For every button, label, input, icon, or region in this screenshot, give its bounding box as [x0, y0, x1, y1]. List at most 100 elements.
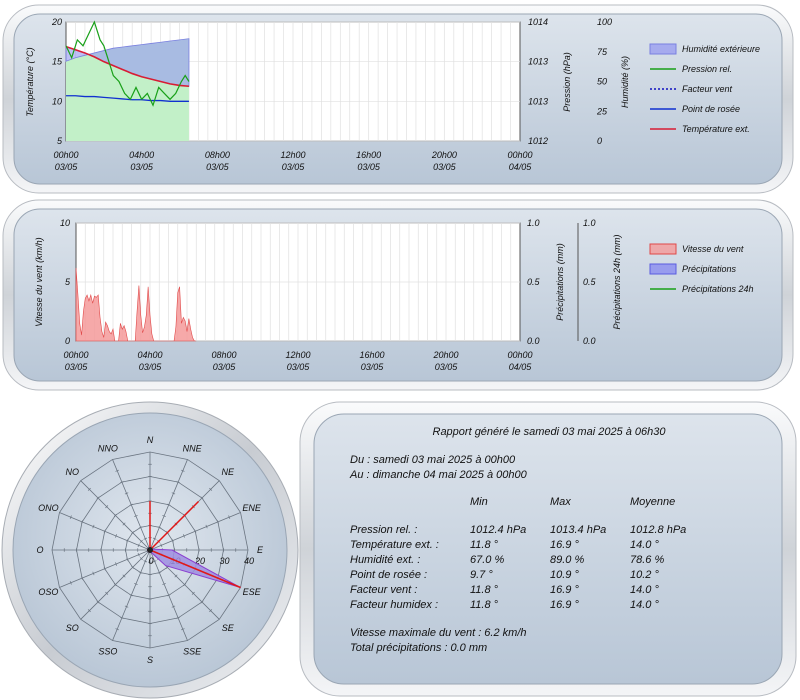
direction-label: E — [257, 545, 264, 555]
report-from: Du : samedi 03 mai 2025 à 00h00 — [350, 454, 516, 466]
legend-label: Humidité extérieure — [682, 44, 760, 54]
radar-tick — [143, 560, 148, 563]
radar-tick — [191, 591, 195, 595]
radar-tick — [176, 616, 180, 619]
x-tick-label: 04h00 03/05 — [137, 350, 162, 372]
x-tick-label: 00h00 04/05 — [507, 350, 532, 372]
y2-axis-label: Pression (hPa) — [562, 52, 572, 112]
radar-tick — [138, 571, 143, 574]
legend-label: Vitesse du vent — [682, 244, 744, 254]
direction-label: NNO — [98, 443, 118, 453]
y2-tick-label: 1.0 — [527, 218, 540, 228]
radar-center — [147, 547, 153, 553]
y3-tick-label: 50 — [597, 77, 607, 87]
direction-label: SSO — [98, 647, 117, 657]
radar-tick — [160, 543, 163, 548]
x-tick-label: 08h00 03/05 — [205, 150, 230, 172]
x-tick-label: 04h00 03/05 — [129, 150, 154, 172]
y3-tick-label: 0.0 — [583, 336, 596, 346]
row-min: 11.8 ° — [470, 584, 499, 596]
header-min: Min — [470, 496, 488, 508]
direction-label: ONO — [38, 503, 59, 513]
row-mean: 14.0 ° — [630, 584, 659, 596]
row-mean: 78.6 % — [630, 554, 665, 566]
radar-tick — [115, 469, 119, 472]
radar-tick — [113, 583, 117, 587]
radar-tick — [171, 605, 176, 608]
radar-tick — [134, 582, 138, 585]
radar-tick — [69, 515, 72, 519]
radar-tick — [129, 503, 134, 506]
radar-tick — [216, 520, 219, 524]
radar-tick — [205, 524, 208, 529]
row-mean: 10.2 ° — [630, 569, 659, 581]
radar-tick — [124, 492, 129, 495]
y3-tick-label: 75 — [597, 47, 608, 57]
y-tick-label: 5 — [57, 136, 63, 146]
y3-tick-label: 0 — [597, 136, 602, 146]
radar-tick — [103, 566, 106, 571]
row-max: 10.9 ° — [550, 569, 579, 581]
radar-tick — [115, 534, 118, 538]
radar-tick — [182, 534, 185, 538]
radar-tick — [124, 605, 129, 608]
y2-tick-label: 1013 — [528, 57, 548, 67]
ring-label: 20 — [194, 556, 205, 566]
y2-tick-label: 1012 — [528, 136, 548, 146]
row-min: 1012.4 hPa — [470, 524, 527, 536]
radar-tick — [152, 560, 157, 563]
row-mean: 14.0 ° — [630, 539, 659, 551]
radar-tick — [92, 571, 95, 576]
direction-label: SE — [222, 623, 235, 633]
conditions-chart: 00h00 03/05 04h00 03/05 08h00 03/05 12h00 03/05… — [25, 17, 760, 172]
row-label: Facteur humidex : — [350, 599, 439, 611]
direction-label: NNE — [183, 443, 203, 453]
wind-rain-chart: 00h00 03/05 04h00 03/05 08h00 03/05 12h00 03/05… — [34, 218, 754, 372]
radar-tick — [131, 531, 135, 535]
radar-tick — [152, 537, 157, 540]
report-title: Rapport généré le samedi 03 mai 2025 à 0… — [432, 426, 666, 438]
direction-label: SSE — [183, 647, 202, 657]
radar-tick — [143, 537, 148, 540]
radar-tick — [171, 538, 174, 543]
row-label: Pression rel. : — [350, 524, 418, 536]
row-label: Température ext. : — [350, 539, 439, 551]
report-max-wind: Vitesse maximale du vent : 6.2 km/h — [350, 627, 527, 639]
x-tick-label: 16h00 03/05 — [356, 150, 381, 172]
radar-tick — [131, 565, 135, 569]
header-max: Max — [550, 496, 571, 508]
series-wind-speed — [75, 267, 197, 342]
y2-tick-label: 0.5 — [527, 277, 541, 287]
row-min: 9.7 ° — [470, 569, 493, 581]
y-tick-label: 10 — [52, 96, 62, 106]
radar-tick — [81, 520, 84, 524]
y-tick-label: 15 — [52, 57, 63, 67]
y2-tick-label: 1014 — [528, 17, 548, 27]
direction-label: N — [147, 435, 154, 445]
radar-tick — [200, 496, 204, 500]
radar-tick — [171, 492, 176, 495]
report-to: Au : dimanche 04 mai 2025 à 00h00 — [350, 469, 527, 481]
row-max: 16.9 ° — [550, 539, 579, 551]
row-mean: 1012.8 hPa — [630, 524, 687, 536]
radar-tick — [87, 609, 91, 613]
y-tick-label: 0 — [65, 336, 70, 346]
report-block: Rapport généré le samedi 03 mai 2025 à 0… — [318, 416, 780, 682]
direction-label: S — [147, 655, 153, 665]
ring-label: 40 — [244, 556, 254, 566]
x-tick-label: 16h00 03/05 — [359, 350, 384, 372]
radar-tick — [157, 571, 162, 574]
row-max: 16.9 ° — [550, 599, 579, 611]
x-tick-label: 08h00 03/05 — [211, 350, 236, 372]
radar-tick — [174, 574, 178, 578]
legend-label: Facteur vent — [682, 84, 733, 94]
y2-axis-label: Précipitations (mm) — [555, 243, 565, 321]
y3-tick-label: 0.5 — [583, 277, 597, 287]
x-tick-label: 12h00 03/05 — [285, 350, 310, 372]
radar-tick — [162, 582, 166, 585]
direction-label: NE — [222, 467, 235, 477]
legend-swatch — [649, 43, 677, 55]
ring-label: 30 — [219, 556, 229, 566]
row-label: Humidité ext. : — [350, 554, 421, 566]
radar-tick — [126, 538, 129, 543]
